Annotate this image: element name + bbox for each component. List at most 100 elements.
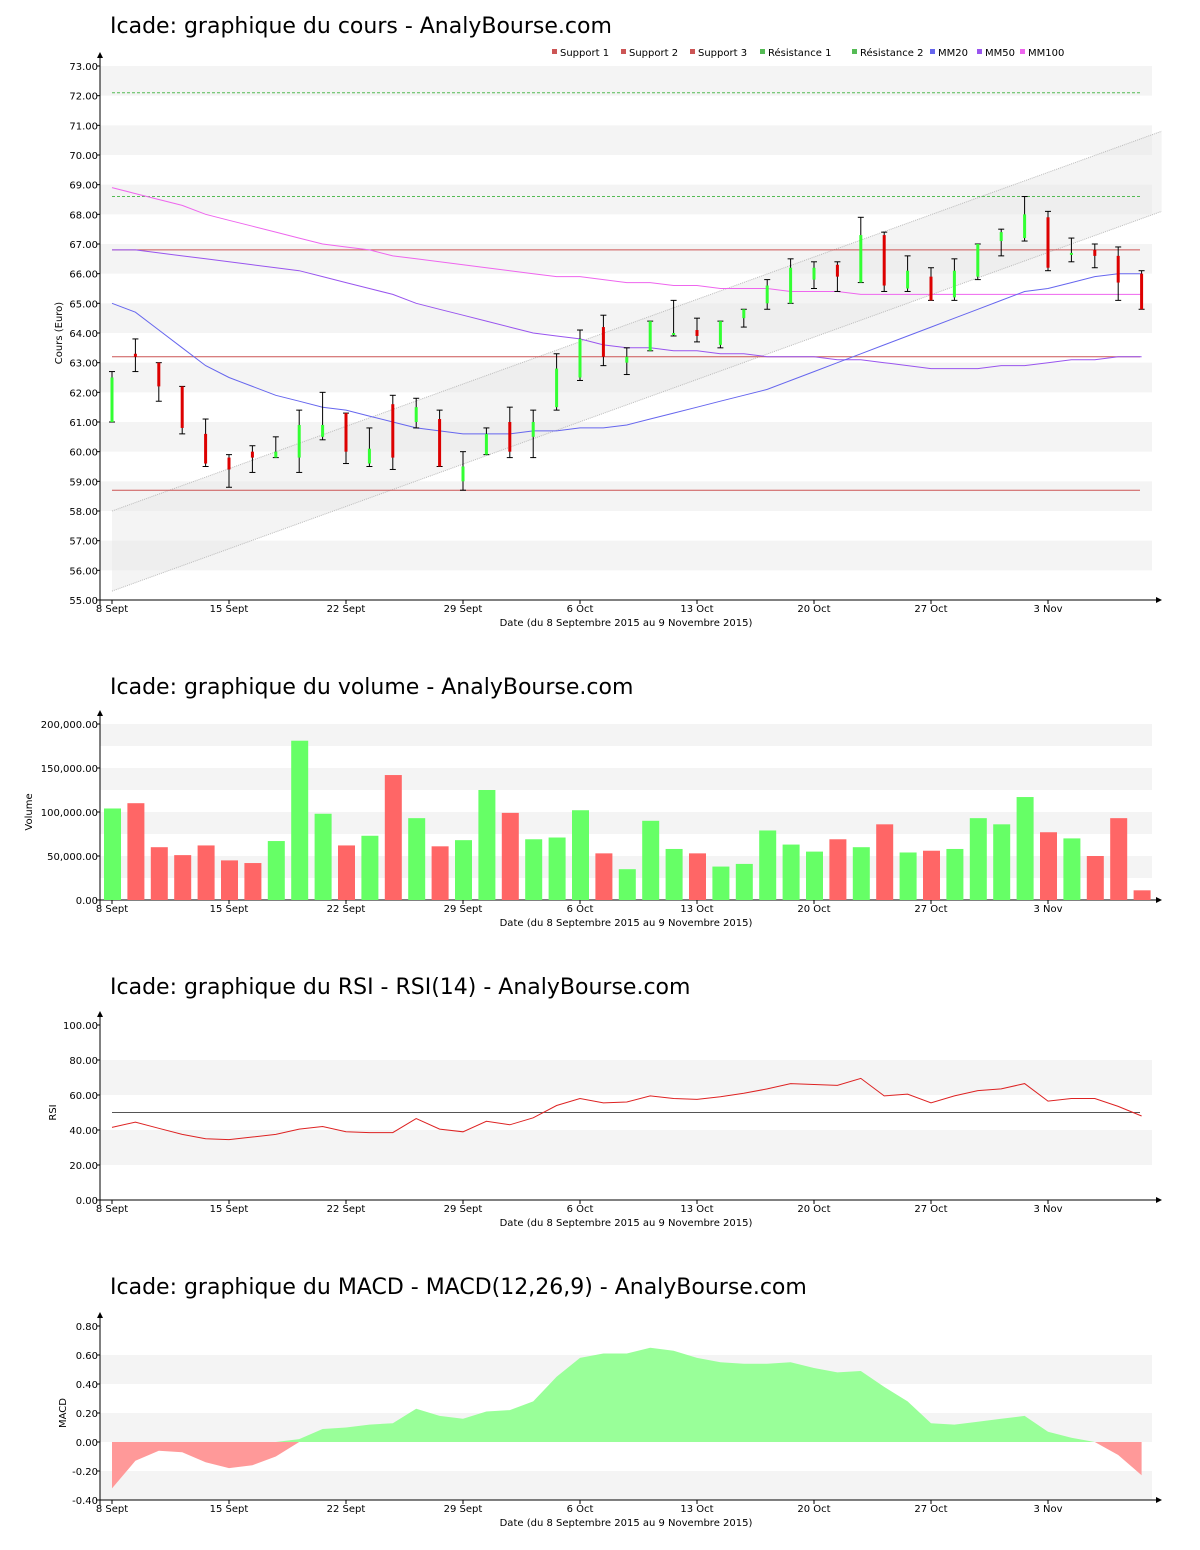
chart-title: Icade: graphique du RSI - RSI(14) - Anal… — [110, 975, 690, 1000]
x-tick-label: 6 Oct — [567, 1204, 594, 1215]
y-tick-label: 69.00 — [69, 181, 98, 192]
legend-swatch — [1020, 49, 1025, 54]
background-band — [100, 1130, 1152, 1165]
trend-channel-lower — [111, 210, 1162, 592]
chart-title: Icade: graphique du MACD - MACD(12,26,9)… — [110, 1275, 807, 1300]
candle — [343, 412, 349, 465]
volume-bar — [1086, 856, 1104, 900]
background-band — [100, 481, 1152, 511]
candle — [179, 385, 186, 435]
background-band — [100, 303, 1152, 333]
candle-body — [461, 466, 465, 482]
y-tick-label: 20.00 — [69, 1161, 98, 1172]
volume-bar — [174, 855, 192, 900]
y-tick-label: 57.00 — [69, 537, 98, 548]
candle — [694, 317, 700, 343]
background-band — [100, 362, 1152, 393]
y-tick-label: 0.60 — [76, 1351, 98, 1362]
y-tick-label: 100.00 — [63, 1021, 98, 1032]
x-tick-label: 6 Oct — [567, 904, 594, 915]
candle-body — [484, 433, 488, 455]
candle-body — [1116, 255, 1120, 283]
volume-bar — [759, 830, 777, 900]
candle — [787, 258, 794, 304]
y-tick-label: 62.00 — [69, 388, 98, 399]
x-tick-label: 27 Oct — [914, 904, 947, 915]
candle-body — [929, 276, 933, 301]
volume-bar — [969, 818, 987, 900]
volume-bar — [876, 824, 894, 900]
legend-swatch — [930, 49, 935, 54]
volume-bar — [314, 813, 332, 900]
candle — [577, 329, 583, 381]
x-axis-arrow — [1156, 597, 1162, 603]
candle — [740, 308, 747, 328]
candle — [1091, 243, 1098, 269]
x-tick-label: 27 Oct — [914, 604, 947, 615]
background-band — [100, 1471, 1152, 1500]
legend-label: Support 3 — [698, 48, 747, 59]
y-tick-label: 71.00 — [69, 121, 98, 132]
candle-body — [157, 362, 161, 387]
candle-body — [648, 321, 652, 351]
candle-body — [859, 235, 863, 283]
x-axis-label: Date (du 8 Septembre 2015 au 9 Novembre … — [500, 618, 753, 629]
candle-body — [110, 377, 114, 422]
y-tick-label: 200,000.00 — [41, 720, 98, 731]
x-tick-label: 20 Oct — [797, 904, 830, 915]
volume-bar — [548, 837, 566, 900]
x-tick-label: 8 Sept — [96, 1504, 128, 1515]
volume-bar — [431, 846, 449, 900]
y-tick-label: 73.00 — [69, 62, 98, 73]
x-tick-label: 22 Sept — [327, 904, 366, 915]
volume-bar — [852, 847, 870, 900]
candle-body — [321, 424, 325, 437]
y-axis-arrow — [97, 1312, 103, 1318]
candle-body — [625, 356, 629, 363]
rsi-chart: Icade: graphique du RSI - RSI(14) - Anal… — [48, 975, 1162, 1229]
volume-bar — [642, 820, 660, 900]
y-tick-label: 63.00 — [69, 359, 98, 370]
candle — [1021, 196, 1028, 242]
x-axis-arrow — [1156, 897, 1162, 903]
candle — [904, 255, 911, 292]
candle — [506, 406, 513, 459]
candle-body — [227, 457, 231, 470]
volume-bar — [595, 853, 613, 900]
macd-positive-area — [112, 1347, 1142, 1442]
volume-bar — [384, 775, 402, 900]
y-axis-arrow — [97, 1011, 103, 1017]
x-tick-label: 15 Sept — [210, 904, 249, 915]
x-tick-label: 3 Nov — [1033, 904, 1062, 915]
y-tick-label: 0.80 — [76, 1322, 98, 1333]
legend: Support 1 Support 2 Support 3 Résistance 1 R… — [552, 47, 1064, 59]
volume-bar — [150, 847, 168, 900]
candle — [132, 338, 139, 373]
candle — [319, 391, 326, 441]
legend-swatch — [552, 49, 557, 54]
candle-body — [1093, 249, 1097, 256]
mm100-line — [111, 187, 1142, 295]
background-band — [100, 768, 1152, 790]
y-tick-label: 100,000.00 — [41, 808, 98, 819]
x-tick-label: 8 Sept — [96, 604, 128, 615]
rsi-line — [111, 1077, 1142, 1141]
legend-swatch — [690, 49, 695, 54]
candle-body — [1023, 214, 1027, 239]
candle-body — [274, 451, 278, 458]
y-tick-label: -0.40 — [72, 1496, 98, 1507]
candle — [109, 371, 115, 423]
y-tick-label: 66.00 — [69, 270, 98, 281]
candle — [389, 394, 396, 470]
y-tick-label: 0.00 — [76, 1196, 98, 1207]
candle — [600, 314, 607, 367]
x-tick-label: 13 Oct — [680, 904, 713, 915]
y-tick-label: 65.00 — [69, 299, 98, 310]
legend-label: MM20 — [938, 48, 968, 59]
candle-body — [835, 264, 839, 277]
volume-bar — [782, 844, 800, 900]
x-axis-arrow — [1156, 1497, 1162, 1503]
volume-bar — [899, 852, 917, 900]
candle — [998, 228, 1005, 257]
volume-bar — [267, 841, 285, 900]
